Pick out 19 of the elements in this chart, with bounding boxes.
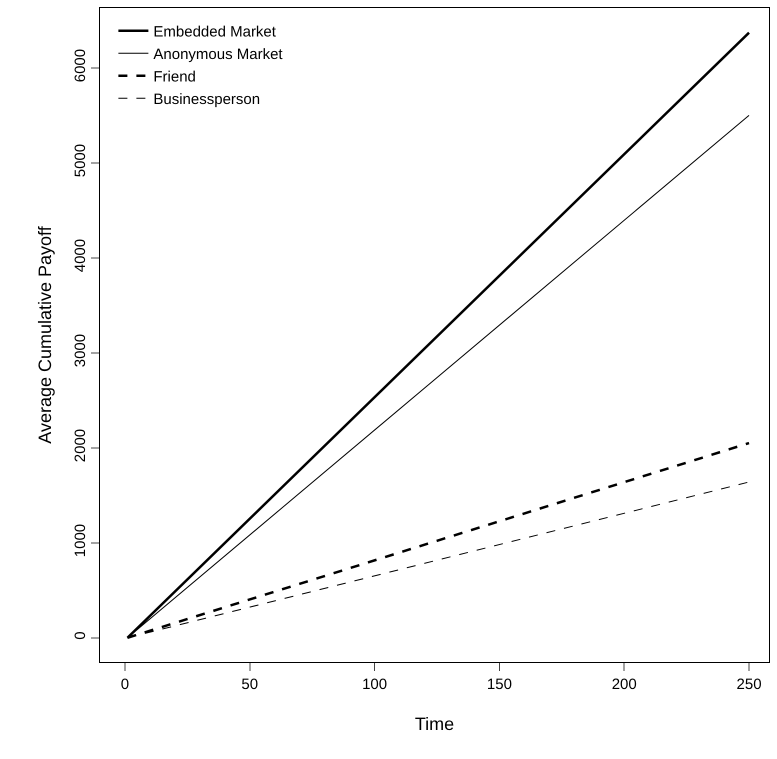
y-tick-label: 4000: [72, 238, 89, 272]
y-tick-label: 1000: [72, 524, 89, 558]
y-tick-label: 6000: [72, 48, 89, 82]
y-tick-label: 3000: [72, 334, 89, 368]
y-tick-label: 5000: [72, 144, 89, 178]
x-tick-label: 200: [612, 676, 637, 693]
legend-label: Anonymous Market: [153, 46, 284, 64]
y-tick-label: 0: [72, 631, 89, 640]
x-tick-label: 250: [736, 676, 762, 693]
legend-label: Friend: [153, 68, 196, 86]
x-tick-label: 50: [241, 676, 258, 693]
x-axis-title: Time: [414, 714, 454, 734]
x-tick-label: 100: [362, 676, 388, 693]
y-tick-label: 2000: [72, 428, 89, 462]
x-tick-label: 150: [486, 676, 512, 693]
legend-label: Businessperson: [153, 91, 260, 108]
y-axis-title: Average Cumulative Payoff: [35, 225, 56, 444]
legend-label: Embedded Market: [153, 24, 277, 41]
x-tick-label: 0: [120, 676, 130, 693]
